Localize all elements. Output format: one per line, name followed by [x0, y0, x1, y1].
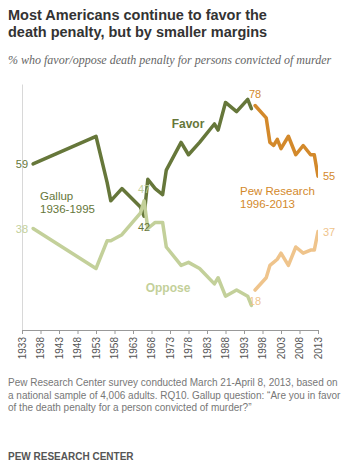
x-tick-mark — [318, 330, 319, 334]
subtitle: % who favor/oppose death penalty for per… — [8, 53, 332, 67]
x-tick: 1983 — [202, 330, 213, 359]
x-tick-mark — [96, 330, 97, 334]
chart-svg: Most Americans continue to favor thedeat… — [0, 0, 353, 471]
x-tick-label: 2008 — [294, 337, 305, 360]
x-tick-label: 1943 — [54, 337, 65, 360]
data-label: 55 — [323, 170, 335, 182]
x-tick: 2008 — [294, 330, 305, 359]
series-line — [255, 106, 318, 177]
x-tick-label: 2003 — [276, 337, 287, 360]
x-tick: 1998 — [257, 330, 268, 359]
x-tick-mark — [41, 330, 42, 334]
x-tick-label: 1963 — [128, 337, 139, 360]
text-line: 1996-2013 — [240, 198, 295, 210]
x-tick-mark — [281, 330, 282, 334]
x-tick: 1993 — [239, 330, 250, 359]
x-tick-mark — [59, 330, 60, 334]
x-tick-label: 1993 — [239, 337, 250, 360]
data-label: 42 — [138, 221, 150, 233]
x-tick-mark — [189, 330, 190, 334]
series-line — [255, 232, 318, 290]
x-tick-label: 1953 — [91, 337, 102, 360]
text-line: of the death penalty for a person convic… — [8, 402, 251, 413]
text-line: death penalty, but by smaller margins — [8, 24, 267, 40]
x-tick: 1953 — [91, 330, 102, 359]
x-tick: 1988 — [220, 330, 231, 359]
x-tick: 1978 — [183, 330, 194, 359]
plot-marks — [33, 99, 318, 305]
text-line: a national sample of 4,006 adults. RQ10.… — [8, 390, 341, 401]
y-axis — [22, 85, 23, 331]
x-tick: 1938 — [35, 330, 46, 359]
x-tick-mark — [170, 330, 171, 334]
x-tick-label: 1978 — [183, 337, 194, 360]
notes: Pew Research Center survey conducted Mar… — [8, 377, 341, 413]
x-tick-mark — [115, 330, 116, 334]
x-tick: 1973 — [165, 330, 176, 359]
text-line: Pew Research — [240, 185, 315, 197]
x-tick-label: 1973 — [165, 337, 176, 360]
title: Most Americans continue to favor thedeat… — [8, 7, 267, 40]
x-tick-label: 1998 — [257, 337, 268, 360]
x-tick-label: 2013 — [313, 337, 324, 360]
data-label: 59 — [16, 158, 28, 170]
x-tick: 2013 — [313, 330, 324, 359]
x-tick-label: 1968 — [146, 337, 157, 360]
x-tick-mark — [152, 330, 153, 334]
y-axis-line — [22, 85, 23, 331]
series-name: Oppose — [146, 281, 191, 295]
chart-container: Most Americans continue to favor thedeat… — [0, 0, 353, 471]
x-tick-label: 1983 — [202, 337, 213, 360]
x-tick-mark — [226, 330, 227, 334]
x-tick-label: 1988 — [220, 337, 231, 360]
data-label: 47 — [138, 183, 150, 195]
text-line: Pew Research Center survey conducted Mar… — [8, 377, 338, 388]
annotation: Pew Research1996-2013 — [240, 185, 315, 210]
data-label: 18 — [249, 295, 261, 307]
x-tick-mark — [22, 330, 23, 334]
x-tick: 1933 — [17, 330, 28, 359]
x-tick-label: 1958 — [109, 337, 120, 360]
annotations: Gallup1936-1995 Pew Research1996-2013 — [40, 185, 315, 215]
x-tick: 1943 — [54, 330, 65, 359]
x-tick: 1958 — [109, 330, 120, 359]
series-line — [33, 99, 251, 216]
x-tick-label: 1948 — [72, 337, 83, 360]
x-tick-mark — [244, 330, 245, 334]
data-label: 38 — [16, 223, 28, 235]
annotation: Gallup1936-1995 — [40, 190, 95, 215]
x-tick: 1963 — [128, 330, 139, 359]
x-tick: 1948 — [72, 330, 83, 359]
x-tick-mark — [300, 330, 301, 334]
text-line: Gallup — [40, 190, 73, 202]
series-names: Favor Oppose — [146, 117, 205, 295]
x-tick: 2003 — [276, 330, 287, 359]
x-tick-mark — [263, 330, 264, 334]
text-line: 1936-1995 — [40, 203, 95, 215]
x-axis: 1933 1938 1943 1948 1953 1958 1963 1968 1973 1978… — [17, 330, 324, 359]
x-tick: 1968 — [146, 330, 157, 359]
text-line: Most Americans continue to favor the — [8, 7, 267, 23]
x-tick-label: 1933 — [17, 337, 28, 360]
series-name: Favor — [172, 117, 205, 131]
series-line — [33, 201, 251, 306]
x-tick-mark — [207, 330, 208, 334]
x-tick-mark — [78, 330, 79, 334]
data-label: 78 — [249, 88, 261, 100]
x-tick-label: 1938 — [35, 337, 46, 360]
source: PEW RESEARCH CENTER — [8, 451, 134, 462]
data-label: 37 — [323, 226, 335, 238]
data-labels: 59 42 38 47 78 55 18 37 — [16, 88, 335, 308]
text-line: % who favor/oppose death penalty for per… — [8, 53, 332, 67]
x-tick-mark — [133, 330, 134, 334]
